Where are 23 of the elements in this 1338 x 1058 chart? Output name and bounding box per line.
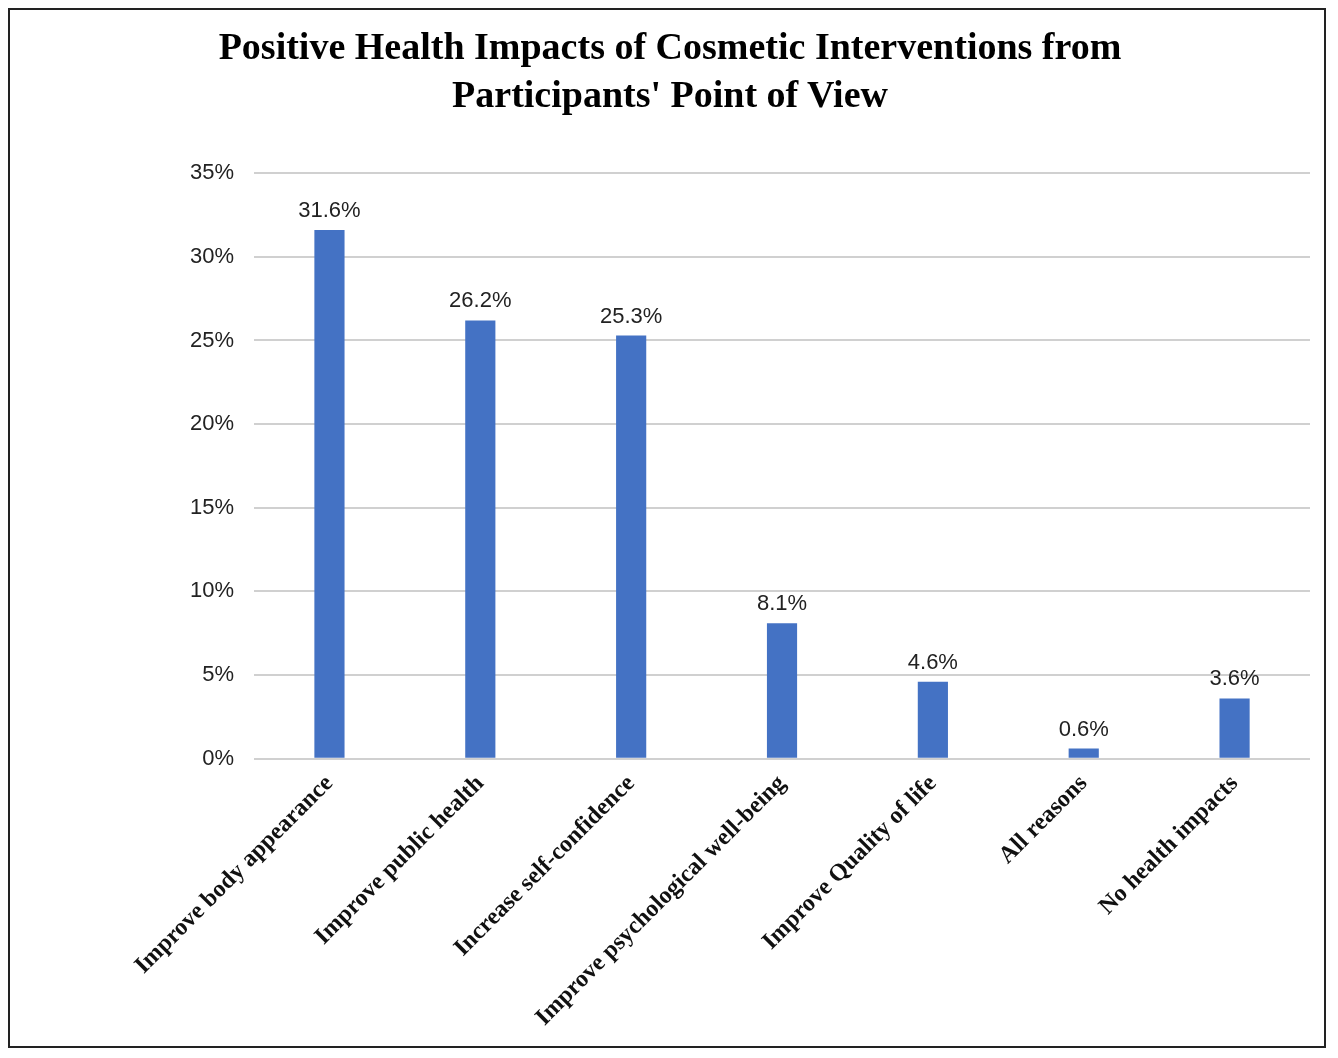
y-tick-label: 35% — [189, 159, 235, 185]
y-tick-label: 15% — [189, 493, 235, 519]
bar — [1219, 698, 1250, 758]
data-label: 0.6% — [1058, 715, 1109, 741]
bar — [1068, 748, 1099, 758]
y-tick-label: 5% — [202, 661, 235, 687]
y-tick-label: 25% — [189, 326, 235, 352]
data-label: 4.6% — [907, 648, 958, 674]
y-tick-label: 30% — [189, 242, 235, 268]
data-label: 26.2% — [449, 287, 512, 313]
bar — [616, 335, 647, 758]
data-label: 8.1% — [756, 590, 808, 616]
bar — [314, 230, 345, 758]
data-label: 31.6% — [298, 197, 361, 223]
bar — [766, 623, 798, 758]
data-label: 25.3% — [599, 302, 663, 328]
bar — [465, 320, 496, 758]
y-tick-label: 10% — [189, 577, 235, 603]
chart-title: Positive Health Impacts of Cosmetic Interventions from Participants' Point of View — [217, 24, 1123, 117]
data-label: 3.6% — [1209, 665, 1260, 691]
y-tick-label: 0% — [202, 744, 235, 770]
bar — [917, 681, 948, 758]
y-tick-label: 20% — [189, 410, 235, 436]
